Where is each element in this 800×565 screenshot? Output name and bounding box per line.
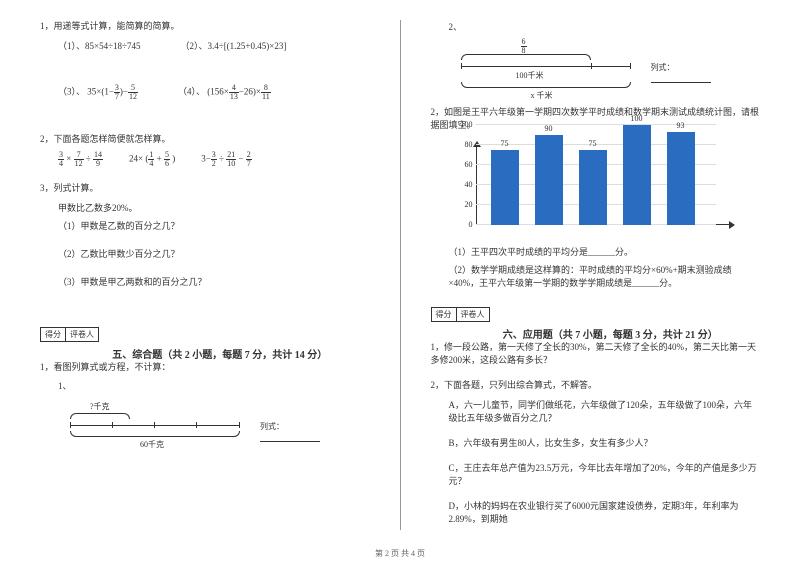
q5-1-top-label: ?千克 (90, 401, 110, 412)
q5-1-diagram: ?千克 60千克 列式： (40, 403, 370, 443)
q3-title: 3，列式计算。 (40, 182, 370, 195)
q1-row2: （3）、 35×(1−37)−512 （4）、 (156×413−26)×811 (40, 84, 370, 101)
chart-bar (579, 150, 607, 225)
q2r-sub1: （1）王平四次平时成绩的平均分是______分。 (431, 245, 761, 258)
q5-1-title: 1，看图列算式或方程，不计算： (40, 361, 370, 374)
judge-label: 评卷人 (66, 328, 98, 341)
score-table-6: 得分 评卷人 (431, 307, 490, 322)
q6-2-b: B，六年级有男生80人，比女生多，女生有多少人？ (431, 436, 761, 449)
chart-y-label: 100 (451, 120, 473, 129)
bar-chart: 02040608010075907510093 (451, 145, 731, 237)
q2-row: 34 × 712 ÷ 149 24× (14 + 56 ) 3−32 ÷ 211… (40, 151, 370, 168)
chart-bar (623, 125, 651, 225)
q1-row1: （1）、85×54÷18÷745 （2）、3.4÷[(1.25+0.45)×23… (40, 39, 370, 52)
q5-1-answer: 列式： (260, 421, 320, 442)
q2-title: 2，下面各题怎样简便就怎样算。 (40, 133, 370, 146)
q2r-title: 2，如图是王平六年级第一学期四次数学平时成绩和数学期末测试成绩统计图，请根据图填… (431, 106, 761, 131)
chart-bar (491, 150, 519, 225)
q1-item3: （3）、 35×(1−37)−512 (58, 84, 138, 101)
section6-header: 得分 评卷人 (431, 307, 761, 322)
chart-y-label: 60 (451, 160, 473, 169)
score-table: 得分 评卷人 (40, 327, 99, 342)
x-arrow-icon (729, 221, 735, 229)
section5-header: 得分 评卷人 (40, 327, 370, 342)
q3-cond: 甲数比乙数多20%。 (40, 201, 370, 214)
chart-y-label: 0 (451, 220, 473, 229)
chart-y-label: 80 (451, 140, 473, 149)
q6-1: 1，修一段公路，第一天修了全长的30%，第二天修了全长的40%，第二天比第一天多… (431, 341, 761, 366)
q3-sub3: （3）甲数是甲乙两数和的百分之几？ (40, 275, 370, 288)
q6-2-a: A，六一儿童节，同学们做纸花，六年级做了120朵，五年级做了100朵，六年级比五… (431, 398, 761, 424)
q1-title: 1，用递等式计算，能简算的简算。 (40, 20, 370, 33)
q5-2-num: 2、 (431, 20, 761, 33)
score-label: 得分 (41, 328, 66, 341)
left-column: 1，用递等式计算，能简算的简算。 （1）、85×54÷18÷745 （2）、3.… (40, 20, 370, 530)
chart-y-label: 40 (451, 180, 473, 189)
section5-title: 五、综合题（共 2 小题，每题 7 分，共计 14 分） (70, 346, 370, 361)
column-divider (400, 20, 401, 530)
chart-bar (535, 135, 563, 225)
chart-bar-label: 93 (667, 121, 695, 130)
chart-bar-label: 100 (623, 114, 651, 123)
q1-item4: （4）、 (156×413−26)×811 (178, 84, 271, 101)
q2r-sub2: （2）数学学期成绩是这样算的：平时成绩的平均分×60%+期末测验成绩×40%，王… (431, 263, 761, 289)
chart-bar (667, 132, 695, 225)
chart-y-label: 20 (451, 200, 473, 209)
chart-bar-label: 75 (579, 139, 607, 148)
q6-2-title: 2，下面各题，只列出综合算式，不解答。 (431, 379, 761, 392)
chart-bar-label: 75 (491, 139, 519, 148)
q5-1-bottom-label: 60千克 (140, 439, 164, 450)
y-axis (476, 145, 477, 225)
q6-2-d: D，小林的妈妈在农业银行买了6000元国家建设债券，定期3年，年利率为2.89%… (431, 499, 761, 525)
section6-title: 六、应用题（共 7 小题，每题 3 分，共计 21 分） (461, 326, 761, 341)
q5-2-answer: 列式： (651, 62, 711, 83)
chart-bar-label: 90 (535, 124, 563, 133)
q3-sub1: （1）甲数是乙数的百分之几？ (40, 219, 370, 232)
q1-item2: （2）、3.4÷[(1.25+0.45)×23] (180, 39, 286, 52)
right-column: 2、 68 100千米 x 千米 列式： 2，如图是王平六年级第一学期四次数学平… (431, 20, 761, 530)
q5-2-diagram: 68 100千米 x 千米 列式： (431, 44, 761, 100)
q5-1-sub: 1、 (40, 379, 370, 392)
q2-e3: 3−32 ÷ 2110 − 27 (201, 151, 252, 168)
q3-sub2: （2）乙数比甲数少百分之几？ (40, 247, 370, 260)
q5-2-mid: 100千米 (516, 70, 544, 81)
q6-2-c: C，王庄去年总产值为23.5万元，今年比去年增加了20%，今年的产值是多少万元？ (431, 461, 761, 487)
q2-e1: 34 × 712 ÷ 149 (58, 151, 103, 168)
q2-e2: 24× (14 + 56 ) (129, 151, 175, 168)
q5-2-bottom: x 千米 (531, 90, 553, 101)
page-footer: 第 2 页 共 4 页 (0, 548, 800, 559)
q1-item1: （1）、85×54÷18÷745 (58, 39, 140, 52)
